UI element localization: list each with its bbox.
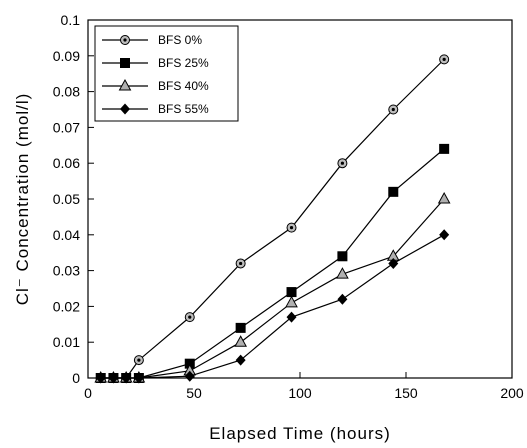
series-point <box>388 186 399 197</box>
series-point <box>286 287 297 298</box>
y-tick-label: 0.07 <box>53 119 80 135</box>
y-tick-label: 0.08 <box>53 84 80 100</box>
y-tick-label: 0.02 <box>53 298 80 314</box>
series-line <box>100 234 445 379</box>
series-point <box>439 143 450 154</box>
series-point-inner <box>137 358 141 362</box>
series-point <box>235 258 246 269</box>
series-point <box>336 267 349 279</box>
series-point <box>133 355 144 366</box>
legend-marker <box>118 78 132 91</box>
x-tick-label: 0 <box>84 385 92 401</box>
series-layer <box>94 54 451 384</box>
series-point <box>95 372 106 384</box>
series-point <box>184 312 195 323</box>
legend: BFS 0% BFS 25% BFS 40% BFS 55% <box>94 25 239 122</box>
y-tick-label: 0.1 <box>61 12 81 28</box>
series-point <box>388 257 399 269</box>
legend-box <box>94 25 239 122</box>
series-point-inner <box>442 57 446 61</box>
series-point-inner <box>239 261 243 266</box>
y-tick-label: 0.03 <box>53 263 80 279</box>
y-tick-label: 0 <box>72 370 80 386</box>
y-tick-label: 0.01 <box>53 334 80 350</box>
x-axis-title: Elapsed Time (hours) <box>209 424 391 443</box>
x-tick-label: 50 <box>186 385 202 401</box>
series-point <box>437 191 451 204</box>
y-tick-label: 0.06 <box>53 155 80 171</box>
series-point-inner <box>340 161 344 165</box>
legend-label: BFS 0% <box>158 33 202 47</box>
legend-label: BFS 40% <box>158 79 209 93</box>
series-point <box>235 322 246 333</box>
series-point-inner <box>188 315 192 319</box>
series-point <box>439 229 450 241</box>
series-point <box>388 104 399 115</box>
legend-entry: BFS 55% <box>102 102 209 116</box>
series-point <box>184 370 195 382</box>
legend-items: BFS 0% BFS 25% BFS 40% BFS 55% <box>102 33 209 116</box>
legend-marker <box>120 58 130 68</box>
legend-label: BFS 25% <box>158 56 209 70</box>
series-point <box>337 293 348 305</box>
x-axis-ticks: 0 50 100 150 200 <box>84 372 524 401</box>
legend-label: BFS 55% <box>158 102 209 116</box>
series-point-inner <box>289 226 294 230</box>
series-point <box>286 222 297 233</box>
legend-entry: BFS 25% <box>102 56 209 70</box>
series-point <box>439 54 450 65</box>
series-point <box>286 311 297 323</box>
legend-marker <box>120 35 130 45</box>
x-tick-label: 150 <box>394 385 418 401</box>
series-point <box>337 158 348 169</box>
legend-entry: BFS 0% <box>102 33 202 47</box>
series-point <box>108 372 119 384</box>
legend-marker-inner <box>123 38 127 42</box>
y-tick-label: 0.05 <box>53 191 80 207</box>
x-tick-label: 200 <box>500 385 524 401</box>
series-point <box>285 295 298 308</box>
x-tick-label: 100 <box>288 385 312 401</box>
y-axis-ticks: 0 0.01 0.02 0.03 0.04 0.05 0.06 0.07 0.08 0.09 0.1 <box>53 12 94 386</box>
y-tick-label: 0.09 <box>53 48 80 64</box>
series-point-inner <box>391 107 395 112</box>
series-point <box>121 372 132 384</box>
series-point <box>133 372 144 384</box>
series-point <box>337 251 348 262</box>
y-tick-label: 0.04 <box>53 227 80 243</box>
y-axis-title: Cl⁻ Concentration (mol/l) <box>13 93 32 306</box>
legend-entry: BFS 40% <box>102 78 209 93</box>
legend-marker <box>120 103 130 115</box>
series-point <box>184 358 195 369</box>
series-4 <box>95 229 450 384</box>
series-point <box>234 335 247 347</box>
series-point <box>235 354 246 366</box>
